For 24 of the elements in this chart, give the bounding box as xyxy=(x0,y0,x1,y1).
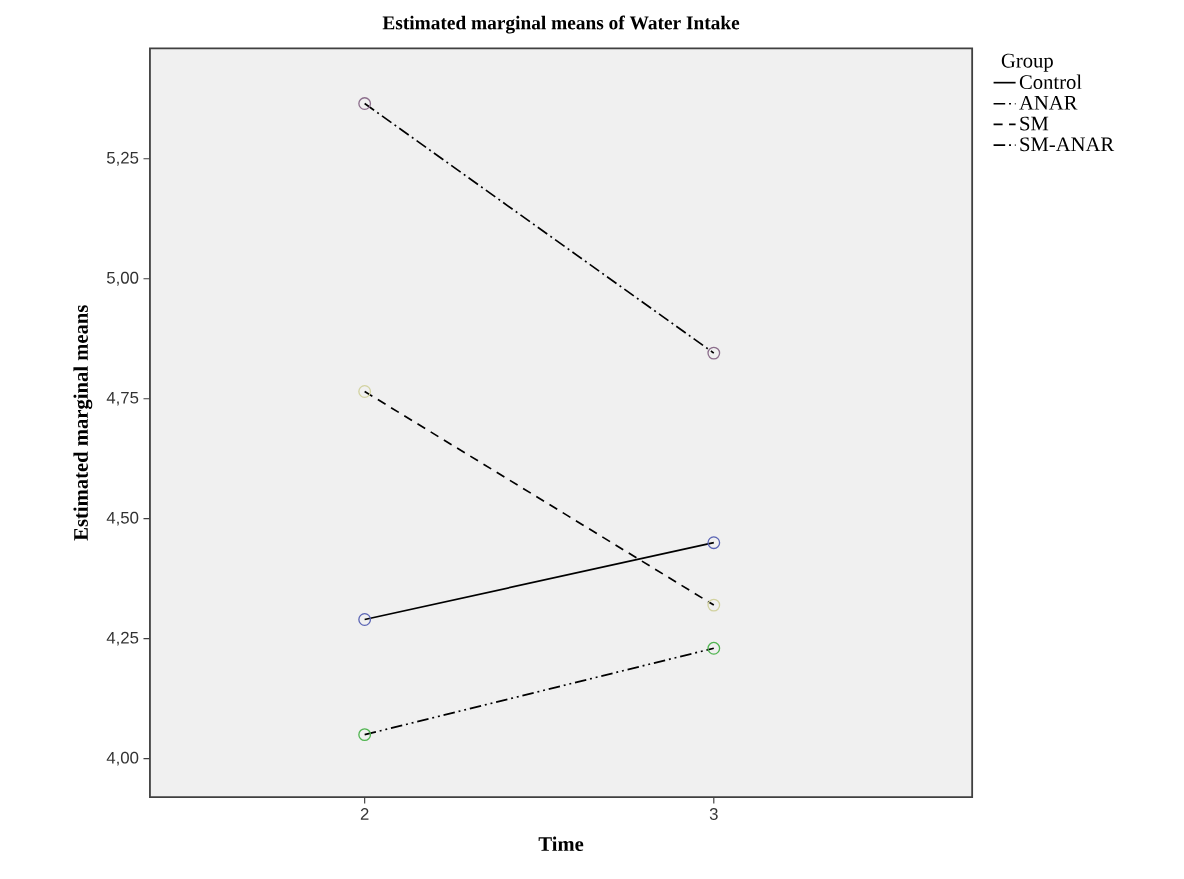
point xyxy=(358,96,372,110)
y-tick-label: 5,00 xyxy=(106,271,139,286)
chart-title: Estimated marginal means of Water Intake xyxy=(382,15,740,34)
legend-label: ANAR xyxy=(1019,95,1078,110)
point xyxy=(707,536,721,549)
y-tick-label: 4,50 xyxy=(106,511,139,526)
legend-label: SM xyxy=(1020,116,1049,131)
y-tick-label: 4,00 xyxy=(106,751,139,766)
legend-label: Control xyxy=(1019,74,1082,89)
point xyxy=(707,641,721,655)
legend-title: Group xyxy=(1001,53,1053,72)
y-tick-label: 5,25 xyxy=(106,151,139,166)
x-tick-label: 3 xyxy=(709,807,718,820)
x-axis-title: Time xyxy=(538,836,584,851)
legend-label: SM-ANAR xyxy=(1020,137,1115,152)
y-tick-label: 4,25 xyxy=(106,631,139,646)
point xyxy=(358,384,372,398)
point xyxy=(358,612,372,626)
point xyxy=(358,728,372,741)
y-tick-label: 4,75 xyxy=(106,391,139,406)
y-axis-title: Estimated marginal means xyxy=(73,304,93,541)
x-tick-label: 2 xyxy=(360,807,369,820)
point xyxy=(707,346,721,360)
point xyxy=(707,598,721,612)
